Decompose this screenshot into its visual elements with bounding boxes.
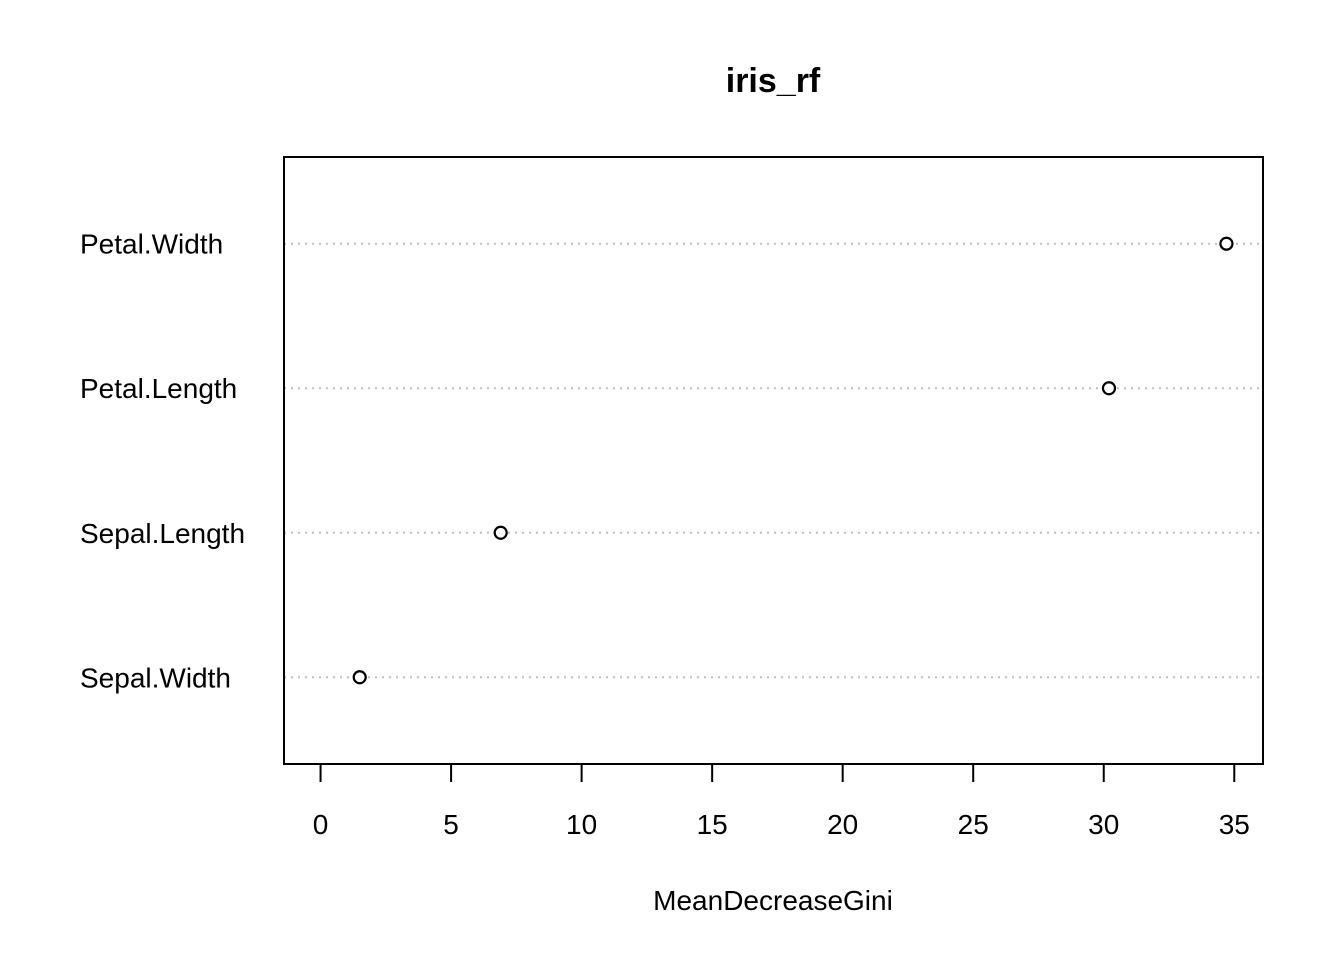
x-tick-label-10: 10: [566, 809, 597, 840]
x-tick-label-20: 20: [827, 809, 858, 840]
category-label-petal-width: Petal.Width: [80, 229, 223, 260]
point-petal-width: [1219, 236, 1234, 251]
category-label-sepal-length: Sepal.Length: [80, 518, 245, 549]
data-points: [352, 236, 1234, 685]
x-tick-label-30: 30: [1088, 809, 1119, 840]
x-tick-label-35: 35: [1219, 809, 1250, 840]
x-axis-title: MeanDecreaseGini: [653, 885, 893, 916]
x-tick-label-5: 5: [443, 809, 459, 840]
category-label-sepal-width: Sepal.Width: [80, 662, 231, 693]
x-axis: 0 5 10 15 20 25 30 35: [313, 763, 1250, 840]
point-petal-length: [1101, 381, 1117, 396]
x-tick-label-0: 0: [313, 809, 329, 840]
x-tick-label-15: 15: [697, 809, 728, 840]
point-sepal-width: [352, 670, 367, 685]
plot-frame: [283, 156, 1264, 765]
category-label-petal-length: Petal.Length: [80, 373, 237, 404]
x-tick-label-25: 25: [958, 809, 989, 840]
guide-lines: [284, 242, 1263, 679]
chart-title: iris_rf: [726, 62, 821, 100]
category-labels: Sepal.Width Sepal.Length Petal.Length Petal…: [80, 229, 245, 694]
point-sepal-length: [493, 525, 508, 540]
